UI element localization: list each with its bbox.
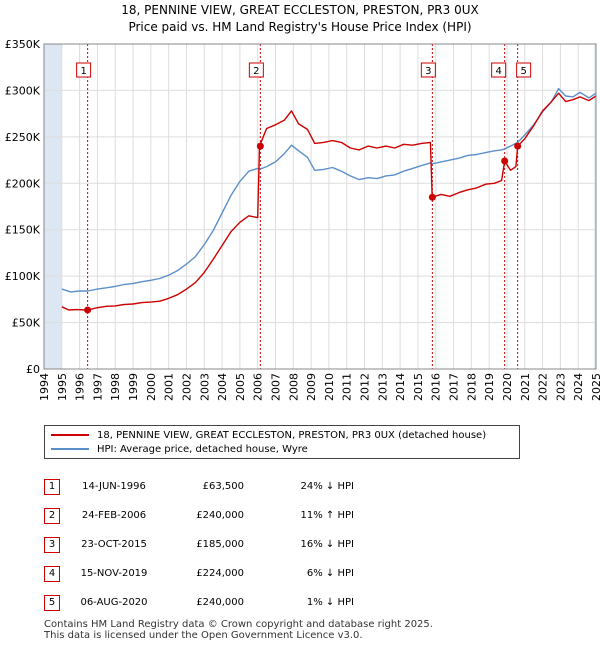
sale-number-box — [516, 62, 532, 78]
x-tick-label: 2021 — [519, 373, 532, 401]
x-tick-label: 2002 — [180, 373, 193, 401]
sale-number-label: 3 — [425, 66, 431, 77]
legend-label-property: 18, PENNINE VIEW, GREAT ECCLESTON, PREST… — [97, 430, 487, 441]
sale-number-label: 4 — [495, 66, 501, 77]
x-tick-label: 2020 — [501, 373, 514, 401]
sale-number-box — [420, 62, 436, 78]
x-tick-label: 2011 — [341, 373, 354, 401]
x-tick-label: 2023 — [554, 373, 567, 401]
x-tick-label: 2012 — [359, 373, 372, 401]
y-tick-label: £100K — [5, 270, 41, 283]
transaction-number: 1 — [44, 478, 60, 495]
x-tick-label: 1998 — [109, 373, 122, 401]
table-row: 1 14-JUN-1996 £63,500 24% ↓ HPI — [44, 472, 354, 501]
legend-item-hpi: HPI: Average price, detached house, Wyre — [51, 443, 308, 457]
y-tick-label: £200K — [5, 177, 41, 190]
transaction-date: 15-NOV-2019 — [80, 568, 148, 579]
y-tick-label: £50K — [12, 317, 41, 330]
y-tick-label: £0 — [26, 363, 40, 376]
chart-subtitle: Price paid vs. HM Land Registry's House … — [128, 20, 472, 34]
sale-point — [428, 193, 436, 201]
legend-swatch-hpi — [51, 448, 89, 450]
x-tick-label: 2017 — [448, 373, 461, 401]
x-tick-label: 2022 — [537, 373, 550, 401]
y-tick-label: £150K — [5, 224, 41, 237]
transaction-price: £185,000 — [196, 539, 244, 550]
transaction-date: 14-JUN-1996 — [82, 481, 146, 492]
transaction-hpi: 6% ↓ HPI — [306, 568, 354, 579]
sale-number-box — [491, 62, 507, 78]
x-tick-label: 2004 — [216, 373, 229, 401]
sale-number-label: 2 — [253, 66, 259, 77]
footer-license: This data is licensed under the Open Gov… — [44, 630, 363, 641]
legend-label-hpi: HPI: Average price, detached house, Wyre — [97, 444, 308, 455]
footer-copyright: Contains HM Land Registry data © Crown c… — [44, 619, 433, 630]
x-tick-label: 1996 — [74, 373, 87, 401]
transaction-price: £240,000 — [196, 510, 244, 521]
x-tick-label: 2010 — [323, 373, 336, 401]
transaction-hpi: 11% ↑ HPI — [300, 510, 354, 521]
shaded-region-end — [594, 44, 596, 369]
x-tick-label: 2014 — [394, 373, 407, 401]
transaction-hpi: 1% ↓ HPI — [306, 597, 354, 608]
x-tick-label: 2018 — [465, 373, 478, 401]
legend: 18, PENNINE VIEW, GREAT ECCLESTON, PREST… — [44, 425, 520, 459]
x-tick-label: 1995 — [56, 373, 69, 401]
price-chart: £0 £50K £100K £150K £200K £250K £300K £350K 1994… — [5, 38, 600, 401]
x-tick-label: 1999 — [127, 373, 140, 401]
table-row: 5 06-AUG-2020 £240,000 1% ↓ HPI — [44, 588, 354, 617]
transaction-date: 24-FEB-2006 — [81, 510, 147, 521]
transaction-number: 5 — [44, 594, 60, 611]
x-tick-label: 2001 — [163, 373, 176, 401]
sale-point — [501, 157, 509, 165]
y-tick-label: £250K — [5, 131, 41, 144]
sale-number-box — [248, 62, 264, 78]
transaction-price: £240,000 — [196, 597, 244, 608]
transaction-date: 06-AUG-2020 — [80, 597, 148, 608]
transaction-hpi: 24% ↓ HPI — [300, 481, 354, 492]
transaction-price: £63,500 — [202, 481, 244, 492]
plot-frame — [43, 43, 597, 370]
transaction-date: 23-OCT-2015 — [81, 539, 147, 550]
sale-number-box — [76, 62, 92, 78]
x-tick-label: 2013 — [376, 373, 389, 401]
x-tick-label: 1997 — [91, 373, 104, 401]
x-tick-label: 2016 — [430, 373, 443, 401]
transaction-hpi: 16% ↓ HPI — [300, 539, 354, 550]
x-tick-label: 2019 — [483, 373, 496, 401]
x-tick-label: 2000 — [145, 373, 158, 401]
x-tick-label: 2007 — [269, 373, 282, 401]
legend-swatch-property — [51, 434, 89, 436]
y-tick-label: £300K — [5, 84, 41, 97]
footer: Contains HM Land Registry data © Crown c… — [44, 619, 433, 641]
sale-point — [84, 306, 92, 314]
x-tick-label: 2015 — [412, 373, 425, 401]
y-tick-label: £350K — [5, 38, 41, 51]
sale-number-label: 1 — [80, 66, 86, 77]
x-tick-label: 2006 — [252, 373, 265, 401]
legend-item-property: 18, PENNINE VIEW, GREAT ECCLESTON, PREST… — [51, 429, 486, 443]
x-tick-label: 2008 — [287, 373, 300, 401]
table-row: 3 23-OCT-2015 £185,000 16% ↓ HPI — [44, 530, 354, 559]
x-tick-label: 2005 — [234, 373, 247, 401]
sale-point — [514, 142, 522, 150]
transaction-number: 4 — [44, 565, 60, 582]
property-price-line — [61, 92, 597, 311]
x-tick-label: 2003 — [198, 373, 211, 401]
transaction-price: £224,000 — [196, 568, 244, 579]
table-row: 2 24-FEB-2006 £240,000 11% ↑ HPI — [44, 501, 354, 530]
x-tick-label: 1994 — [38, 373, 51, 401]
table-row: 4 15-NOV-2019 £224,000 6% ↓ HPI — [44, 559, 354, 588]
plot-area — [44, 44, 596, 369]
x-tick-label: 2025 — [590, 373, 600, 401]
transaction-number: 2 — [44, 507, 60, 524]
shaded-region-start — [44, 44, 62, 369]
chart-title: 18, PENNINE VIEW, GREAT ECCLESTON, PREST… — [121, 3, 479, 17]
transaction-number: 3 — [44, 536, 60, 553]
sale-number-label: 5 — [520, 66, 526, 77]
transactions-table: 1 14-JUN-1996 £63,500 24% ↓ HPI 2 24-FEB… — [44, 472, 354, 617]
sale-point — [256, 142, 264, 150]
x-tick-label: 2024 — [572, 373, 585, 401]
x-tick-label: 2009 — [305, 373, 318, 401]
